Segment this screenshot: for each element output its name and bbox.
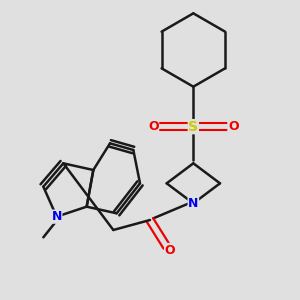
Text: N: N xyxy=(188,197,199,210)
Text: N: N xyxy=(52,210,62,223)
Text: O: O xyxy=(228,120,238,133)
Text: O: O xyxy=(148,120,159,133)
Text: O: O xyxy=(165,244,175,256)
Text: S: S xyxy=(188,120,198,134)
